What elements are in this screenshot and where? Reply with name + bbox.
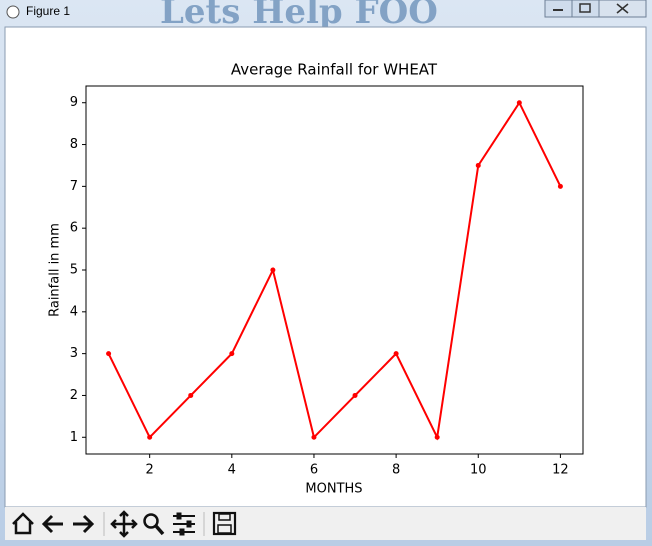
toolbar-buttons[interactable] bbox=[12, 510, 237, 538]
save-icon-label bbox=[218, 513, 231, 521]
x-tick-label: 12 bbox=[552, 463, 569, 478]
y-axis-label: Rainfall in mm bbox=[48, 223, 63, 317]
toolbar bbox=[5, 507, 646, 540]
data-point bbox=[393, 351, 399, 357]
data-point bbox=[147, 434, 153, 440]
data-point bbox=[516, 100, 522, 106]
y-tick-label: 1 bbox=[70, 430, 78, 445]
back-button[interactable] bbox=[41, 514, 63, 534]
slider-knob bbox=[176, 512, 182, 520]
y-tick-label: 9 bbox=[70, 95, 78, 110]
data-point bbox=[557, 183, 563, 189]
window-title: Figure 1 bbox=[26, 4, 70, 18]
slider-knob bbox=[186, 520, 192, 528]
data-point bbox=[188, 392, 194, 398]
y-tick-label: 8 bbox=[70, 137, 78, 152]
app-icon bbox=[6, 5, 20, 19]
data-point bbox=[352, 392, 358, 398]
save-icon-slot bbox=[217, 524, 232, 534]
x-tick-label: 6 bbox=[310, 463, 318, 478]
data-point bbox=[106, 351, 112, 357]
y-tick-label: 4 bbox=[70, 304, 78, 319]
data-point bbox=[475, 162, 481, 168]
data-line bbox=[107, 100, 562, 441]
window-controls[interactable] bbox=[544, 0, 647, 18]
zoom-handle bbox=[154, 524, 165, 536]
figure-canvas bbox=[4, 26, 647, 508]
y-tick-label: 6 bbox=[70, 221, 78, 236]
x-tick-label: 2 bbox=[146, 463, 154, 478]
x-tick-label: 4 bbox=[228, 463, 236, 478]
x-axis-label: MONTHS bbox=[305, 482, 362, 497]
close-icon bbox=[616, 3, 629, 14]
y-tick-label: 3 bbox=[70, 346, 78, 361]
maximize-button[interactable] bbox=[571, 0, 600, 18]
slider-knob bbox=[179, 528, 185, 536]
minimize-icon bbox=[553, 9, 563, 11]
data-point bbox=[229, 351, 235, 357]
x-tick-label: 10 bbox=[470, 463, 487, 478]
zoom-button[interactable] bbox=[143, 513, 159, 529]
x-tick-label: 8 bbox=[392, 463, 400, 478]
forward-button[interactable] bbox=[73, 514, 95, 534]
y-tick-label: 2 bbox=[70, 388, 78, 403]
data-point bbox=[434, 434, 440, 440]
y-tick-label: 5 bbox=[70, 263, 78, 278]
minimize-button[interactable] bbox=[544, 0, 573, 18]
pan-button[interactable] bbox=[110, 510, 138, 538]
home-button[interactable] bbox=[12, 512, 34, 535]
data-point bbox=[270, 267, 276, 273]
y-tick-label: 7 bbox=[70, 179, 78, 194]
data-point bbox=[311, 434, 317, 440]
save-button[interactable] bbox=[212, 511, 237, 536]
chart-title: Average Rainfall for WHEAT bbox=[231, 61, 438, 79]
maximize-icon bbox=[579, 3, 591, 13]
